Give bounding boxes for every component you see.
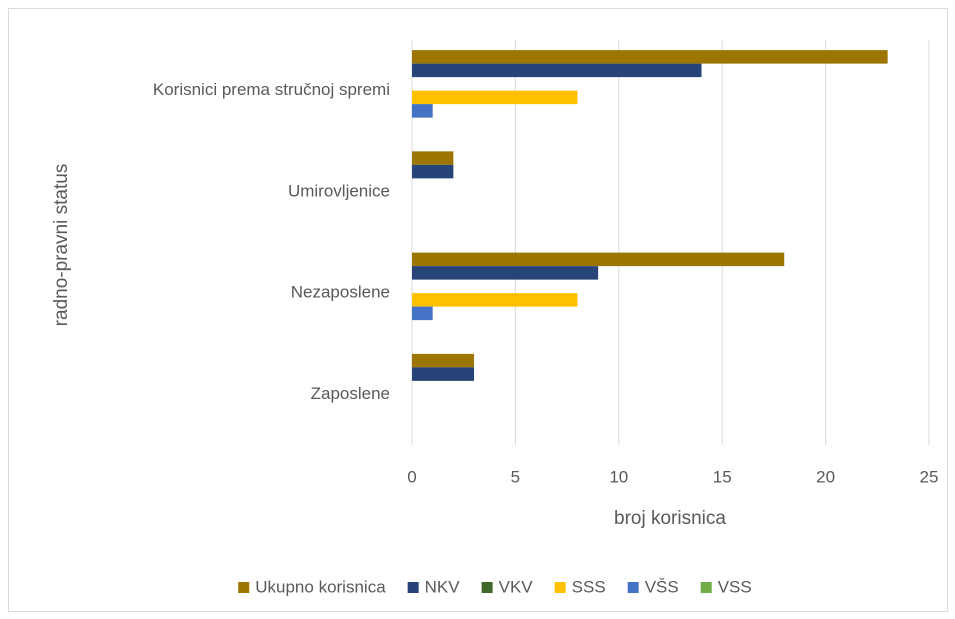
- x-tick-label: 15: [713, 467, 732, 486]
- legend-label: VŠS: [645, 577, 679, 596]
- y-tick-label: Nezaposlene: [291, 283, 390, 302]
- bar: [412, 50, 888, 64]
- legend-swatch: [481, 582, 493, 593]
- bar: [412, 252, 785, 267]
- legend-swatch: [700, 582, 712, 593]
- y-tick-label: Zaposlene: [311, 384, 390, 403]
- legend-label: NKV: [425, 577, 461, 596]
- legend-label: VKV: [499, 577, 534, 596]
- bar: [412, 306, 433, 321]
- y-axis-label: radno-pravni status: [51, 164, 72, 327]
- legend-label: Ukupno korisnica: [255, 577, 386, 596]
- legend-swatch: [407, 582, 419, 593]
- legend-label: VSS: [718, 577, 752, 596]
- legend-swatch: [554, 582, 566, 593]
- chart-frame: [8, 8, 948, 612]
- bar: [412, 266, 599, 280]
- x-tick-label: 5: [511, 467, 520, 486]
- x-tick-label: 0: [407, 467, 416, 486]
- x-tick-label: 10: [609, 467, 628, 486]
- bar: [412, 63, 702, 78]
- bar: [412, 104, 433, 118]
- legend-label: SSS: [572, 577, 606, 596]
- bar: [412, 367, 475, 381]
- legend-swatch: [627, 582, 639, 593]
- bar: [412, 293, 578, 307]
- bar: [412, 90, 578, 105]
- bar: [412, 353, 475, 368]
- bar: [412, 151, 454, 165]
- y-tick-label: Umirovljenice: [288, 181, 390, 200]
- x-tick-label: 25: [920, 467, 939, 486]
- y-tick-label: Korisnici prema stručnoj spremi: [153, 80, 390, 99]
- bar: [412, 164, 454, 179]
- x-axis-label: broj korisnica: [614, 508, 726, 529]
- legend-swatch: [238, 582, 250, 593]
- x-tick-label: 20: [816, 467, 835, 486]
